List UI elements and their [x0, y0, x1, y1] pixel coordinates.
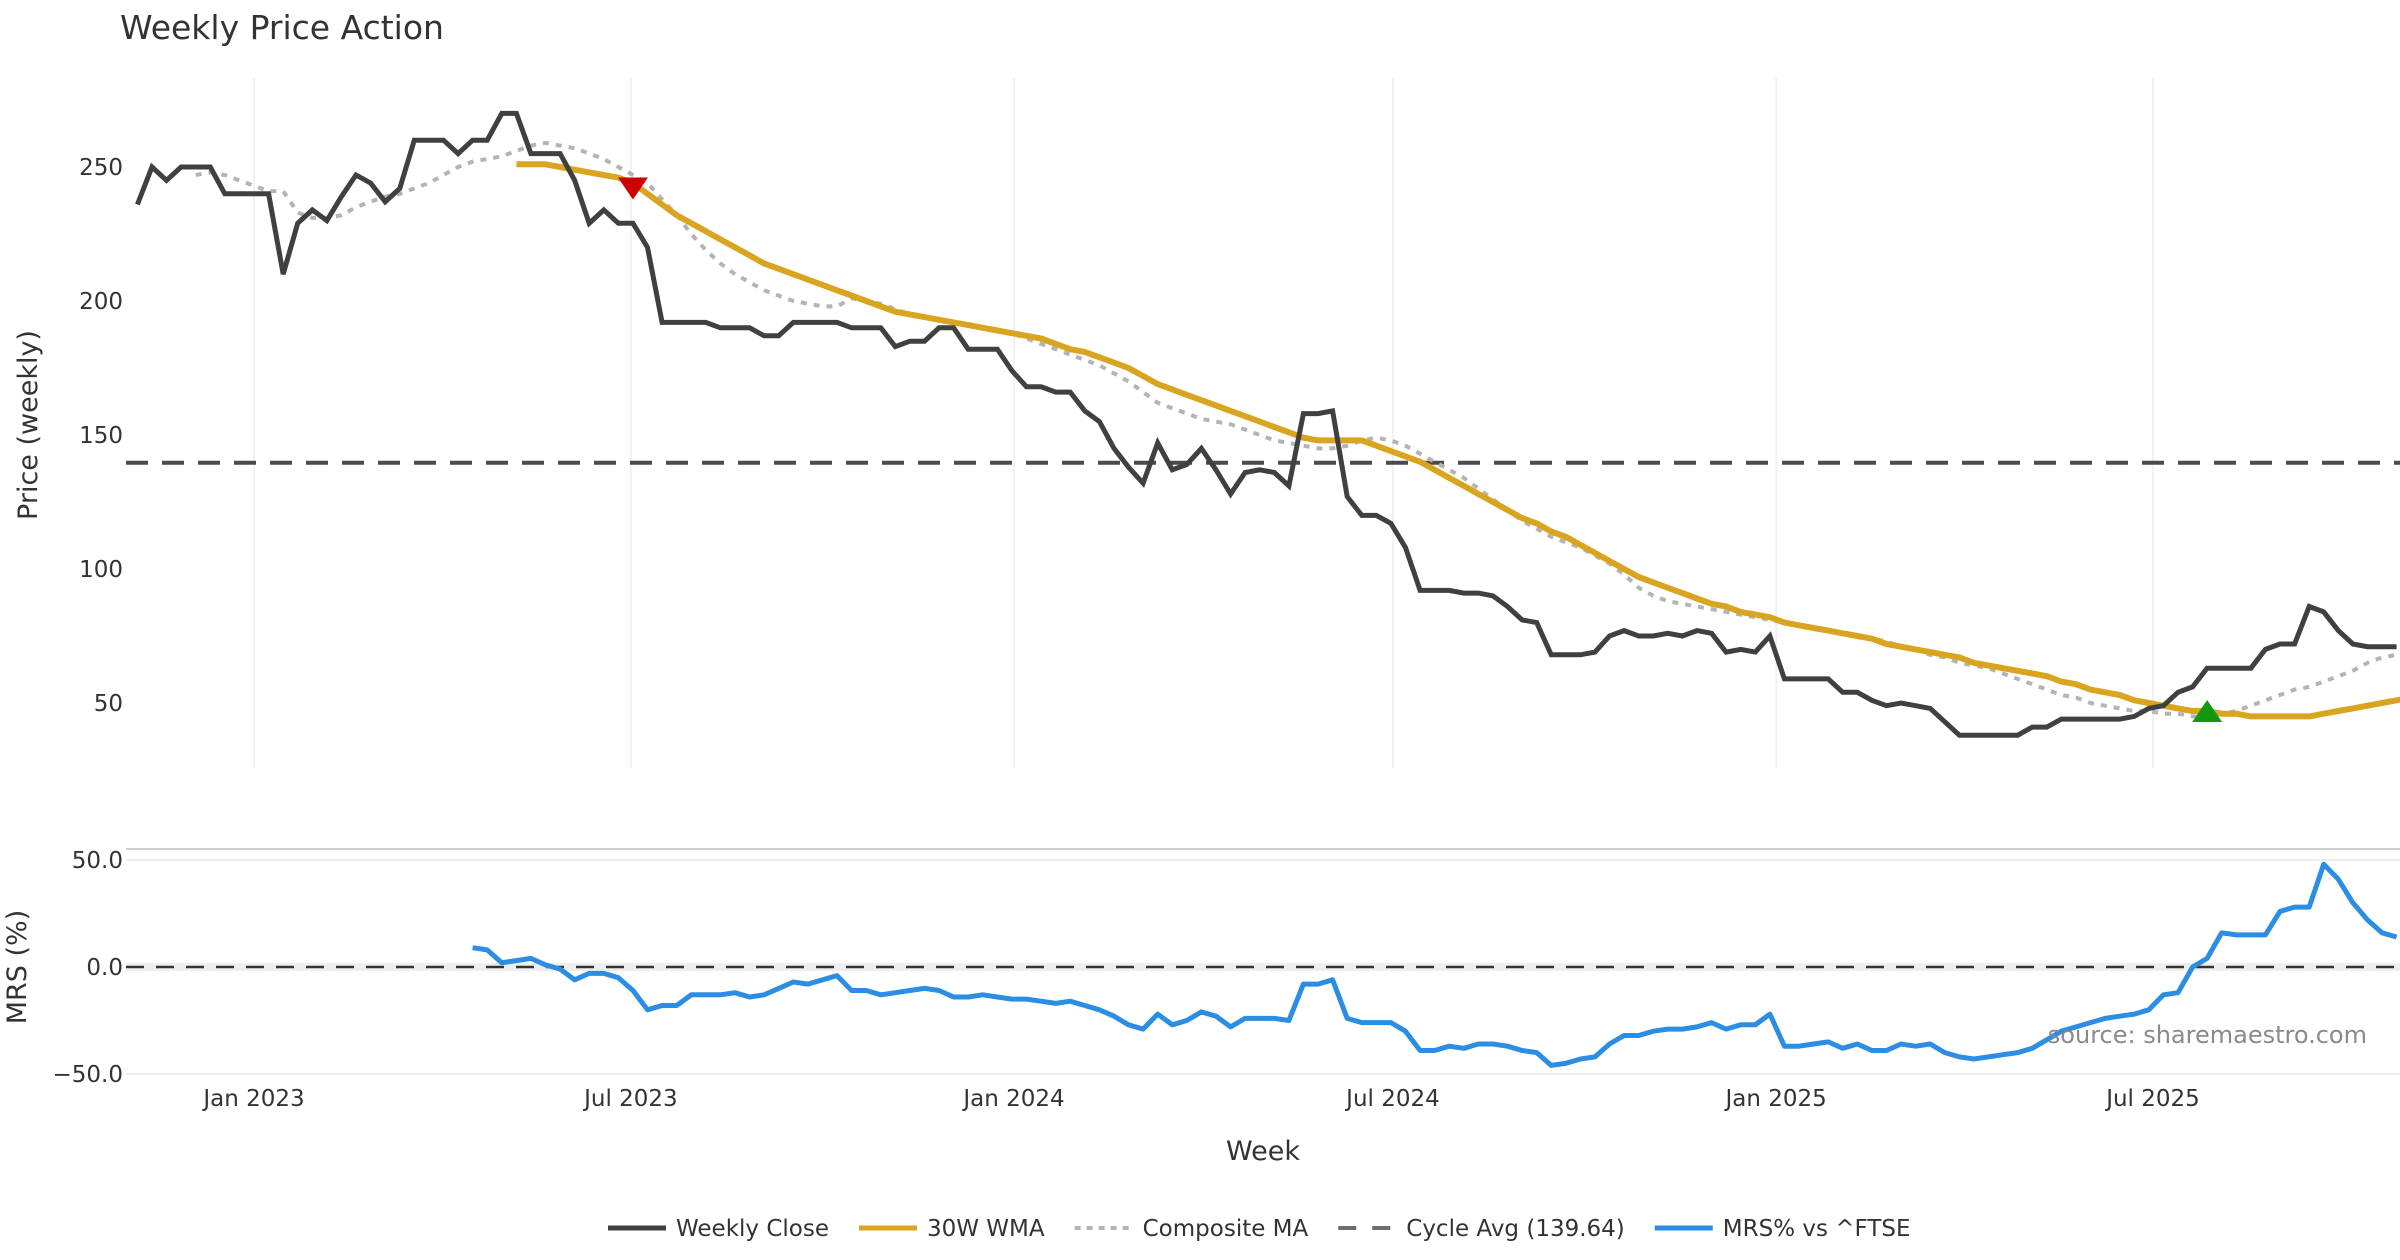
- legend-item-mrs-vs-ftse[interactable]: MRS% vs ^FTSE: [1654, 1216, 1911, 1242]
- series-30w-wma: [516, 161, 2400, 720]
- legend-label: 30W WMA: [927, 1216, 1045, 1242]
- mrs-y-tick-label: −50.0: [53, 1062, 123, 1088]
- series-weekly-close: [135, 110, 2397, 738]
- legend-item-cycle-avg-139-64[interactable]: Cycle Avg (139.64): [1338, 1216, 1625, 1242]
- price-y-tick-label: 150: [79, 423, 123, 449]
- x-tick-label: Jul 2023: [582, 1086, 678, 1112]
- price-y-tick-label: 200: [79, 289, 123, 315]
- x-tick-label: Jul 2025: [2104, 1086, 2200, 1112]
- x-axis-title: Week: [1226, 1136, 1300, 1167]
- mrs-y-ticks: 50.0 0.0 −50.0: [53, 848, 123, 1088]
- mrs-y-tick-label: 50.0: [72, 848, 123, 874]
- legend-item-30w-wma[interactable]: 30W WMA: [858, 1216, 1045, 1242]
- source-watermark: source: sharemaestro.com: [2048, 1021, 2367, 1049]
- legend-label: Composite MA: [1143, 1216, 1309, 1242]
- price-y-tick-label: 100: [79, 557, 123, 583]
- chart-title: Weekly Price Action: [120, 8, 444, 47]
- price-y-tick-label: 250: [79, 155, 123, 181]
- x-tick-label: Jan 2023: [201, 1086, 304, 1112]
- price-panel-gridlines: [253, 78, 2154, 768]
- legend: Weekly Close 30W WMA Composite MA Cycle Avg…: [608, 1216, 1911, 1242]
- mrs-y-tick-label: 0.0: [86, 955, 123, 981]
- legend-label: Cycle Avg (139.64): [1406, 1216, 1625, 1242]
- x-tick-label: Jul 2024: [1344, 1086, 1440, 1112]
- mrs-y-axis-title: MRS (%): [2, 910, 33, 1025]
- x-tick-label: Jan 2024: [961, 1086, 1064, 1112]
- signal-markers: [617, 177, 2223, 723]
- price-y-ticks: 50 100 150 200 250: [79, 155, 123, 717]
- buy-signal-triangle-up-icon: [2192, 700, 2223, 723]
- x-ticks: Jan 2023 Jul 2023 Jan 2024 Jul 2024 Jan 2025…: [201, 1086, 2199, 1112]
- legend-item-composite-ma[interactable]: Composite MA: [1074, 1216, 1309, 1242]
- series-composite-ma: [195, 140, 2400, 719]
- x-tick-label: Jan 2025: [1723, 1086, 1826, 1112]
- sell-signal-triangle-down-icon: [617, 177, 648, 200]
- price-y-axis-title: Price (weekly): [13, 330, 44, 520]
- price-series-group: [126, 110, 2400, 738]
- mrs-series-group: [126, 861, 2400, 1068]
- legend-label: Weekly Close: [676, 1216, 829, 1242]
- legend-item-weekly-close[interactable]: Weekly Close: [608, 1216, 829, 1242]
- legend-label: MRS% vs ^FTSE: [1723, 1216, 1911, 1242]
- series-mrs-vs-ftse: [472, 861, 2398, 1068]
- price-y-tick-label: 50: [94, 691, 123, 717]
